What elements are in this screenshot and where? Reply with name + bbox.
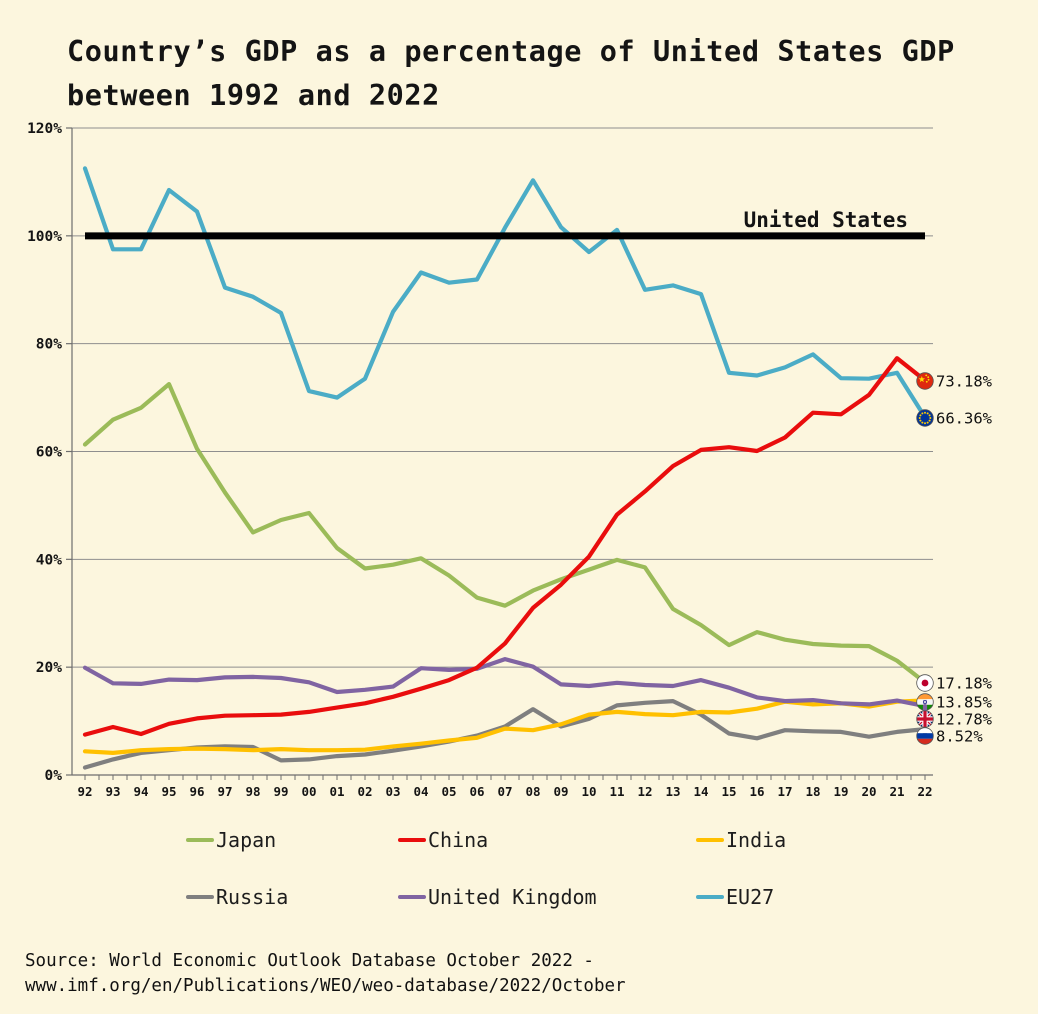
series-lines xyxy=(82,166,928,770)
legend-item-eu27: EU27 xyxy=(696,885,775,909)
legend-item-india: India xyxy=(696,828,787,852)
y-tick-label: 40% xyxy=(36,552,62,568)
x-tick-label: 03 xyxy=(385,784,400,799)
x-ticks: 92 93 94 95 96 97 98 99 00 01 02 03 04 05 06 07 08 09 10 11… xyxy=(77,775,933,799)
legend-label-china: China xyxy=(428,828,489,852)
x-tick-label: 14 xyxy=(693,784,708,799)
uk-flag-icon xyxy=(916,710,934,728)
end-value-label-japan: 17.18% xyxy=(936,675,993,693)
x-tick-label: 09 xyxy=(553,784,568,799)
legend-item-japan: Japan xyxy=(186,828,277,852)
x-tick-label: 99 xyxy=(273,784,288,799)
legend-swatch-russia xyxy=(186,894,214,900)
legend-label-japan: Japan xyxy=(216,828,277,852)
end-value-label-china: 73.18% xyxy=(936,373,993,391)
series-line-uk xyxy=(82,656,928,709)
x-tick-label: 11 xyxy=(609,784,624,799)
x-tick-label: 12 xyxy=(637,784,652,799)
legend-swatch-india xyxy=(696,837,724,843)
legend-item-china: China xyxy=(398,828,489,852)
y-tick-label: 20% xyxy=(36,660,62,676)
legend-swatch-eu27 xyxy=(696,894,724,900)
eu-flag-icon xyxy=(916,409,934,427)
legend-label-russia: Russia xyxy=(216,885,289,909)
y-tick-label: 0% xyxy=(45,768,63,784)
end-value-label-uk: 12.78% xyxy=(936,711,993,729)
x-tick-label: 00 xyxy=(301,784,316,799)
x-tick-label: 16 xyxy=(749,784,764,799)
x-tick-label: 96 xyxy=(189,784,204,799)
x-tick-label: 98 xyxy=(245,784,260,799)
end-value-label-eu: 66.36% xyxy=(936,410,993,428)
y-tick-label: 80% xyxy=(36,337,62,353)
x-tick-label: 15 xyxy=(721,784,736,799)
russia-flag-icon xyxy=(916,727,934,745)
x-tick-label: 06 xyxy=(469,784,484,799)
x-tick-label: 01 xyxy=(329,784,344,799)
japan-flag-icon xyxy=(916,674,934,692)
x-tick-label: 08 xyxy=(525,784,540,799)
source-note: Source: World Economic Outlook Database … xyxy=(25,949,626,999)
legend-label-united-kingdom: United Kingdom xyxy=(428,885,597,909)
y-tick-label: 60% xyxy=(36,445,62,461)
source-line2: www.imf.org/en/Publications/WEO/weo-data… xyxy=(25,976,626,996)
chart-title: Country’s GDP as a percentage of United … xyxy=(67,30,955,118)
x-tick-label: 95 xyxy=(161,784,176,799)
x-tick-label: 13 xyxy=(665,784,680,799)
x-tick-label: 18 xyxy=(805,784,820,799)
end-value-label-russia: 8.52% xyxy=(936,728,983,746)
series-line-china xyxy=(82,356,928,737)
legend-swatch-japan xyxy=(186,837,214,843)
x-tick-label: 10 xyxy=(581,784,596,799)
series-line-russia xyxy=(82,698,928,770)
us-line-label: United States xyxy=(744,208,908,232)
china-flag-icon xyxy=(916,372,934,390)
legend-item-united-kingdom: United Kingdom xyxy=(398,885,597,909)
legend-swatch-united-kingdom xyxy=(398,894,426,900)
x-tick-label: 21 xyxy=(889,784,904,799)
x-tick-label: 02 xyxy=(357,784,372,799)
chart-title-line2: between 1992 and 2022 xyxy=(67,79,440,112)
series-line-eu xyxy=(82,166,928,420)
x-tick-label: 97 xyxy=(217,784,232,799)
x-tick-label: 93 xyxy=(105,784,120,799)
end-value-label-india: 13.85% xyxy=(936,694,993,712)
series-line-japan xyxy=(82,382,928,685)
source-line1: Source: World Economic Outlook Database … xyxy=(25,951,594,971)
x-tick-label: 04 xyxy=(413,784,428,799)
legend-swatch-china xyxy=(398,837,426,843)
x-tick-label: 19 xyxy=(833,784,848,799)
x-tick-label: 17 xyxy=(777,784,792,799)
legend-label-india: India xyxy=(726,828,787,852)
x-tick-label: 07 xyxy=(497,784,512,799)
legend-label-eu27: EU27 xyxy=(726,885,775,909)
x-tick-label: 92 xyxy=(77,784,92,799)
x-tick-label: 20 xyxy=(861,784,876,799)
y-tick-label: 100% xyxy=(27,229,62,245)
x-tick-label: 94 xyxy=(133,784,148,799)
x-tick-label: 05 xyxy=(441,784,456,799)
x-tick-label: 22 xyxy=(917,784,932,799)
y-tick-label: 120% xyxy=(27,121,62,137)
legend-item-russia: Russia xyxy=(186,885,289,909)
chart-title-line1: Country’s GDP as a percentage of United … xyxy=(67,35,955,68)
